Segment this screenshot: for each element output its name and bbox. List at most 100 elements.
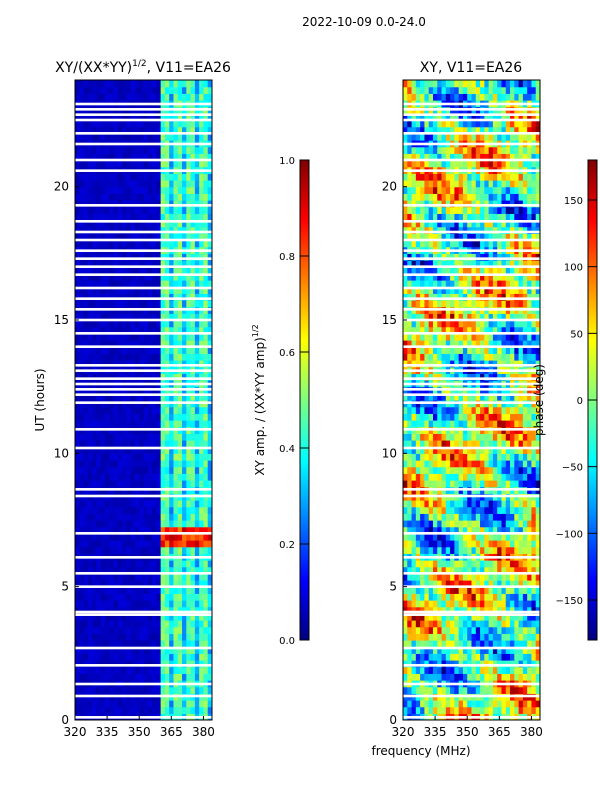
heatmap-cell <box>207 446 212 454</box>
heatmap-cell <box>415 413 421 421</box>
heatmap-cell <box>186 260 192 268</box>
heatmap-cell <box>199 353 205 361</box>
heatmap-cell <box>428 606 434 614</box>
flagged-gap-row <box>75 393 212 396</box>
heatmap-cell <box>109 600 115 608</box>
heatmap-cell <box>407 600 413 608</box>
heatmap-cell <box>484 660 490 668</box>
heatmap-cell <box>96 620 102 628</box>
heatmap-cell <box>484 373 490 381</box>
heatmap-cell <box>207 526 212 534</box>
heatmap-cell <box>117 260 123 268</box>
heatmap-cell <box>143 500 149 508</box>
heatmap-cell <box>194 86 200 94</box>
heatmap-cell <box>104 606 110 614</box>
heatmap-cell <box>420 466 426 474</box>
heatmap-cell <box>134 586 140 594</box>
amplitude-colorbar: 0.00.20.40.60.81.0 XY amp. / (XX*YY amp)… <box>251 156 310 647</box>
heatmap-cell <box>117 273 123 281</box>
heatmap-cell <box>484 513 490 521</box>
heatmap-cell <box>143 340 149 348</box>
y-tick-label: 5 <box>61 580 69 594</box>
heatmap-cell <box>156 500 162 508</box>
heatmap-cell <box>203 80 209 88</box>
heatmap-cell <box>117 233 123 241</box>
heatmap-cell <box>445 646 451 654</box>
heatmap-cell <box>484 646 490 654</box>
heatmap-cell <box>130 266 136 274</box>
heatmap-cell <box>130 700 136 708</box>
heatmap-cell <box>100 453 106 461</box>
heatmap-cell <box>109 673 115 681</box>
heatmap-cell <box>199 340 205 348</box>
heatmap-cell <box>199 320 205 328</box>
heatmap-cell <box>522 353 528 361</box>
heatmap-cell <box>113 633 119 641</box>
flagged-gap-row <box>75 249 212 252</box>
heatmap-cell <box>480 633 485 641</box>
heatmap-cell <box>87 160 93 168</box>
heatmap-cell <box>130 200 136 208</box>
heatmap-cell <box>100 606 106 614</box>
heatmap-cell <box>484 353 490 361</box>
heatmap-cell <box>207 620 212 628</box>
heatmap-cell <box>514 546 520 554</box>
heatmap-cell <box>518 586 524 594</box>
heatmap-cell <box>199 440 205 448</box>
heatmap-cell <box>186 560 192 568</box>
heatmap-cell <box>186 686 192 694</box>
heatmap-cell <box>475 480 481 488</box>
heatmap-cell <box>117 353 123 361</box>
heatmap-cell <box>407 526 413 534</box>
heatmap-cell <box>437 566 443 574</box>
heatmap-cell <box>514 613 520 621</box>
heatmap-cell <box>403 353 408 361</box>
heatmap-cell <box>454 340 460 348</box>
heatmap-cell <box>122 686 127 694</box>
heatmap-cell <box>458 613 464 621</box>
heatmap-cell <box>143 593 149 601</box>
heatmap-cell <box>492 546 498 554</box>
heatmap-cell <box>92 566 98 574</box>
heatmap-cell <box>79 540 85 548</box>
heatmap-cell <box>104 620 110 628</box>
heatmap-cell <box>152 706 157 714</box>
heatmap-cell <box>173 620 179 628</box>
heatmap-cell <box>441 433 447 441</box>
heatmap-cell <box>497 533 503 541</box>
heatmap-cell <box>92 640 98 648</box>
heatmap-cell <box>467 633 473 641</box>
heatmap-cell <box>87 700 93 708</box>
heatmap-cell <box>160 406 166 414</box>
heatmap-cell <box>497 540 503 548</box>
heatmap-cell <box>169 406 175 414</box>
heatmap-cell <box>467 533 473 541</box>
heatmap-cell <box>134 86 140 94</box>
heatmap-cell <box>109 580 115 588</box>
heatmap-cell <box>437 433 443 441</box>
heatmap-cell <box>113 160 119 168</box>
heatmap-cell <box>100 393 106 401</box>
heatmap-cell <box>143 660 149 668</box>
heatmap-cell <box>152 593 157 601</box>
heatmap-cell <box>501 673 507 681</box>
heatmap-cell <box>100 500 106 508</box>
heatmap-cell <box>480 660 485 668</box>
heatmap-cell <box>207 413 212 421</box>
heatmap-cell <box>113 320 119 328</box>
heatmap-cell <box>160 546 166 554</box>
heatmap-cell <box>510 520 515 528</box>
heatmap-cell <box>527 593 533 601</box>
heatmap-cell <box>428 613 434 621</box>
heatmap-cell <box>441 446 447 454</box>
heatmap-cell <box>79 293 85 301</box>
heatmap-cell <box>126 613 132 621</box>
heatmap-cell <box>194 220 200 228</box>
heatmap-cell <box>79 300 85 308</box>
heatmap-cell <box>96 293 102 301</box>
flagged-gap-row <box>75 265 212 268</box>
heatmap-cell <box>83 286 89 294</box>
heatmap-cell <box>79 326 85 334</box>
heatmap-cell <box>432 346 438 354</box>
heatmap-cell <box>100 233 106 241</box>
